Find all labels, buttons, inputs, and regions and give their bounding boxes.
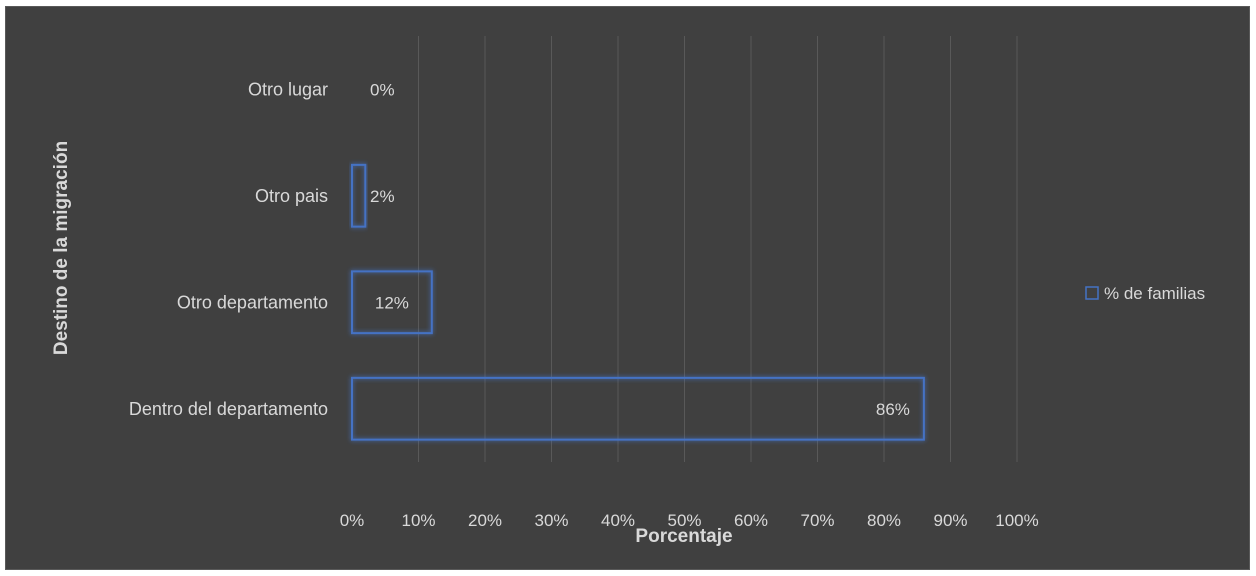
y-axis-title: Destino de la migración xyxy=(51,141,72,355)
bar xyxy=(351,270,433,335)
x-tick-label: 100% xyxy=(995,511,1038,530)
data-label: 86% xyxy=(876,400,910,419)
category-label: Dentro del departamento xyxy=(129,399,328,419)
x-tick-label: 90% xyxy=(933,511,967,530)
legend-swatch xyxy=(1085,286,1099,300)
data-label: 0% xyxy=(370,80,395,99)
x-tick-label: 10% xyxy=(401,511,435,530)
x-tick-label: 0% xyxy=(340,511,365,530)
gridlines xyxy=(418,36,1018,462)
category-label: Otro departamento xyxy=(177,292,328,312)
x-tick-label: 70% xyxy=(800,511,834,530)
category-label: Otro pais xyxy=(255,186,328,206)
bar xyxy=(351,376,925,441)
category-label: Otro lugar xyxy=(248,79,328,99)
x-tick-label: 60% xyxy=(734,511,768,530)
x-tick-label: 40% xyxy=(601,511,635,530)
legend-label: % de familias xyxy=(1104,284,1205,303)
bars xyxy=(351,163,925,441)
data-label: 2% xyxy=(370,187,395,206)
x-tick-label: 50% xyxy=(667,511,701,530)
chart-area xyxy=(5,6,1250,570)
x-tick-labels: 0% 10% 20% 30% 40% 50% 60% 70% 80% 90% 100% xyxy=(340,511,1039,530)
data-label: 12% xyxy=(375,293,409,312)
category-labels: Dentro del departamento Otro departamento… xyxy=(129,79,328,419)
data-labels: 86% 12% 2% 0% xyxy=(370,80,910,419)
x-axis-title: Porcentaje xyxy=(635,526,732,547)
x-tick-label: 80% xyxy=(867,511,901,530)
legend: % de familias xyxy=(1085,284,1205,303)
x-tick-label: 20% xyxy=(468,511,502,530)
bar xyxy=(351,163,367,228)
x-tick-label: 30% xyxy=(534,511,568,530)
